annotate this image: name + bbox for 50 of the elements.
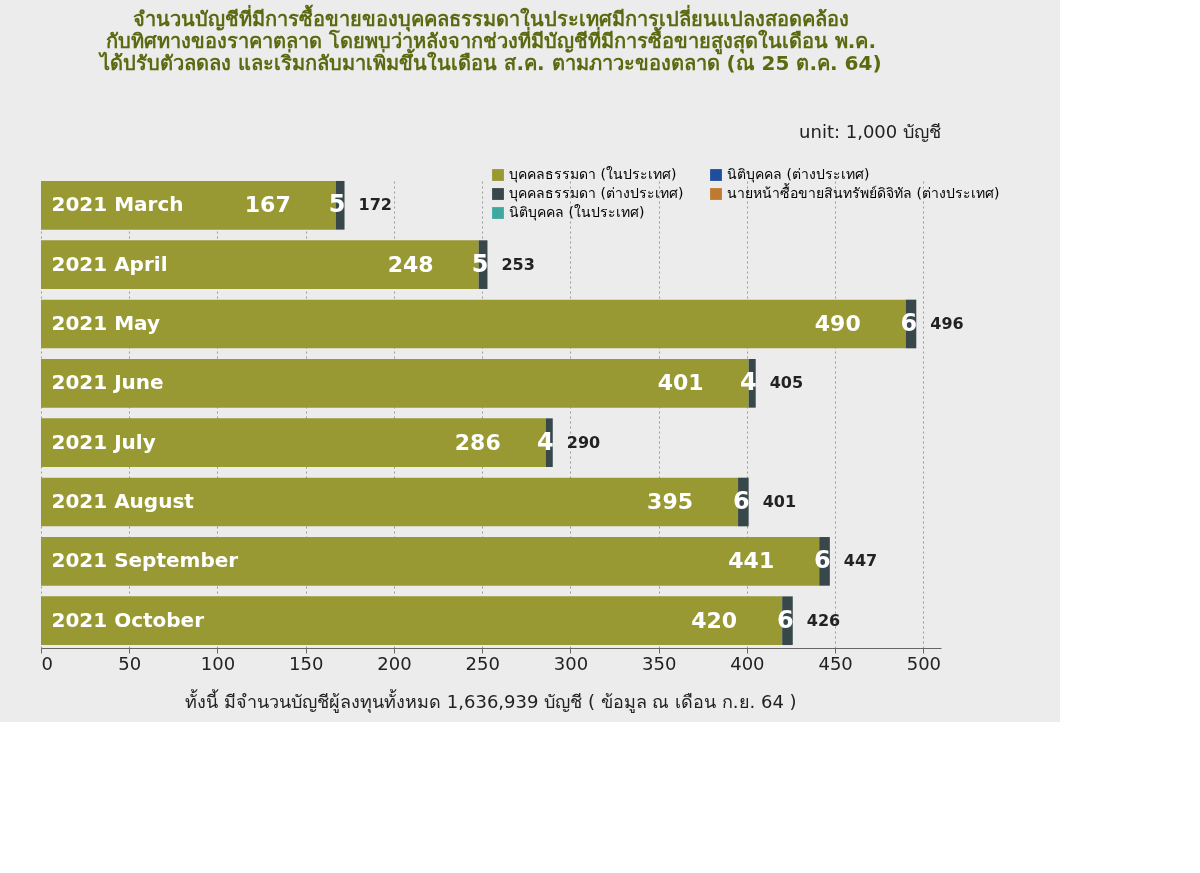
x-tick-label: 150 xyxy=(289,652,324,674)
x-tick-label: 100 xyxy=(200,652,236,674)
x-tick-label: 500 xyxy=(906,652,942,674)
data-label: 420 xyxy=(691,607,738,633)
data-label: 4 xyxy=(537,427,554,456)
total-label: 401 xyxy=(762,492,797,512)
text: unit: 1,000 บัญชี xyxy=(799,121,941,142)
total-label: 253 xyxy=(501,254,535,274)
data-label: 6 xyxy=(732,487,750,516)
data-label: 395 xyxy=(647,489,694,515)
y-tick-label: 2021 September xyxy=(51,548,239,573)
x-tick-label: 400 xyxy=(730,652,765,674)
y-tick-label: 2021 July xyxy=(51,429,156,454)
total-label: 290 xyxy=(566,432,601,452)
legend-label: บุคคลธรรมดา (ต่างประเทศ) xyxy=(509,185,684,202)
data-label: 248 xyxy=(387,251,434,277)
total-label: 172 xyxy=(358,195,392,215)
y-tick-label: 2021 October xyxy=(51,607,205,632)
legend-label: นิติบุคคล (ต่างประเทศ) xyxy=(727,166,870,183)
x-tick-label: 250 xyxy=(465,652,500,674)
total-label: 405 xyxy=(769,373,804,393)
legend-label: บุคคลธรรมดา (ในประเทศ) xyxy=(509,166,677,183)
data-label: 6 xyxy=(900,308,918,337)
y-tick-label: 2021 August xyxy=(51,489,195,514)
total-label: 496 xyxy=(930,313,964,333)
data-label: 6 xyxy=(777,605,794,634)
x-tick-label: 350 xyxy=(641,652,677,674)
data-label: 5 xyxy=(328,190,346,219)
data-label: 490 xyxy=(814,310,861,336)
data-label: 286 xyxy=(454,429,501,455)
y-tick-label: 2021 June xyxy=(51,370,164,395)
legend-label: นายหน้าซื้อขายสินทรัพย์ดิจิทัล (ต่างประเทศ) xyxy=(727,183,1000,201)
y-tick-label: 2021 April xyxy=(51,251,168,276)
data-label: 5 xyxy=(471,249,489,278)
x-tick-label: 50 xyxy=(118,652,142,674)
data-label: 441 xyxy=(728,548,775,574)
data-label: 4 xyxy=(740,368,757,397)
text: ทั้งนี้ มีจำนวนบัญชีผู้ลงทุนทั้งหมด 1,636,939 บัญชี ( ข้อมูล ณ เดือน ก.ย. 64 ) xyxy=(185,689,797,713)
total-label: 447 xyxy=(843,551,878,571)
data-label: 401 xyxy=(657,370,704,396)
data-label: 167 xyxy=(244,192,291,218)
data-label: 6 xyxy=(814,546,831,575)
total-label: 426 xyxy=(806,610,841,630)
y-tick-label: 2021 May xyxy=(51,310,160,335)
legend-label: นิติบุคคล (ในประเทศ) xyxy=(509,204,645,221)
x-tick-label: 200 xyxy=(377,652,412,674)
x-tick-label: 0 xyxy=(41,652,53,674)
y-tick-label: 2021 March xyxy=(51,192,184,217)
x-tick-label: 450 xyxy=(818,652,853,674)
x-tick-label: 300 xyxy=(553,652,589,674)
